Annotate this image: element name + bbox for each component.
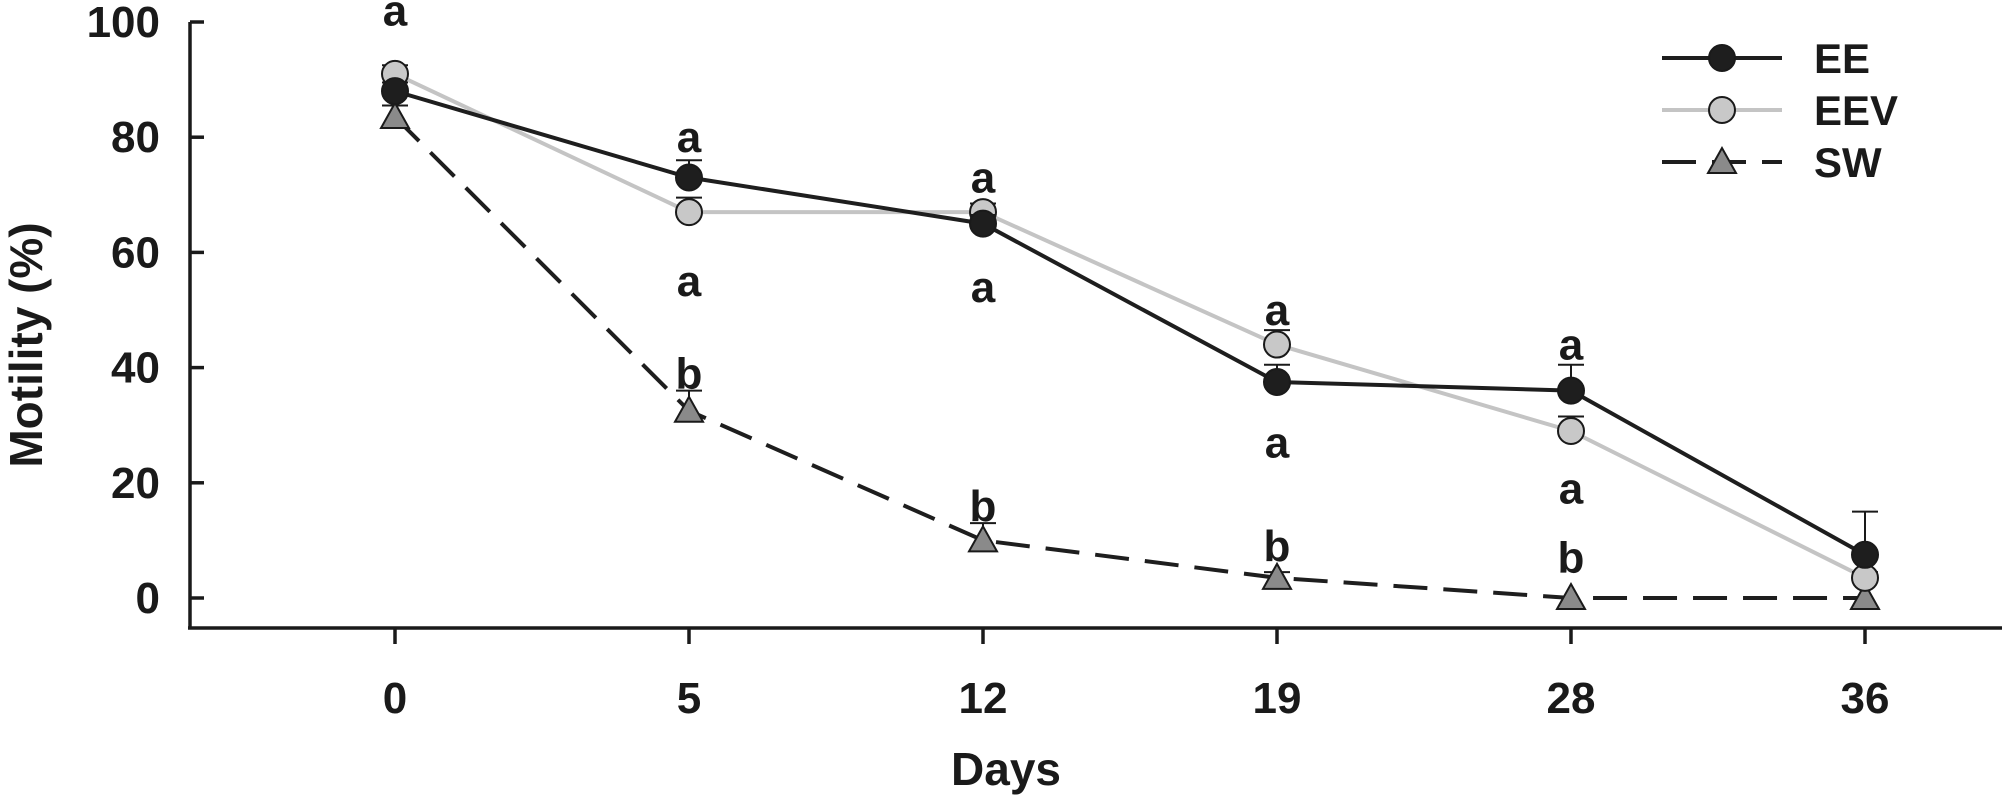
series-line-sw <box>393 115 1865 600</box>
data-point <box>675 163 703 192</box>
x-tick-label: 36 <box>1841 674 1890 723</box>
series-sw <box>379 100 1881 610</box>
x-tick-label: 12 <box>959 674 1008 723</box>
series-eev <box>381 59 1879 592</box>
legend-label: EE <box>1814 35 1870 82</box>
data-point <box>1557 376 1585 405</box>
data-point <box>673 394 705 423</box>
significance-letter: a <box>1265 418 1290 467</box>
data-point <box>381 77 409 106</box>
legend-label: SW <box>1814 139 1882 186</box>
y-tick-label: 60 <box>111 228 160 277</box>
significance-letter: b <box>676 349 703 398</box>
x-tick-label: 28 <box>1547 674 1596 723</box>
legend-item-eev: EEV <box>1662 87 1898 134</box>
y-tick-label: 0 <box>136 574 160 623</box>
x-ticks: 0 5 12 19 28 36 <box>383 628 1890 723</box>
significance-letter: a <box>677 113 702 162</box>
x-tick-label: 0 <box>383 674 407 723</box>
data-point <box>1261 561 1293 590</box>
y-tick-label: 100 <box>87 0 160 47</box>
data-point <box>1849 581 1881 610</box>
y-ticks: 0 20 40 60 80 100 <box>87 0 204 623</box>
data-point <box>967 524 999 553</box>
significance-letter: a <box>1559 465 1584 514</box>
legend-marker <box>1708 96 1736 124</box>
legend: EE EEV SW <box>1662 35 1898 186</box>
significance-letter: a <box>1559 321 1584 370</box>
significance-letter: b <box>970 482 997 531</box>
legend-marker <box>1706 145 1738 174</box>
data-point <box>1263 330 1291 359</box>
significance-letter: a <box>971 154 996 203</box>
data-point <box>1851 540 1879 569</box>
y-tick-label: 20 <box>111 459 160 508</box>
legend-label: EEV <box>1814 87 1898 134</box>
significance-letter: a <box>383 0 408 35</box>
data-point <box>969 209 997 238</box>
legend-marker <box>1708 44 1736 72</box>
data-point <box>1263 368 1291 396</box>
significance-letter: a <box>971 263 996 312</box>
significance-letter: b <box>1558 534 1585 583</box>
x-tick-label: 5 <box>677 674 701 723</box>
series-line-ee <box>394 89 1866 557</box>
x-axis-title: Days <box>951 743 1061 795</box>
series-ee <box>381 77 1879 569</box>
significance-letter: a <box>677 257 702 306</box>
data-point <box>675 198 703 227</box>
data-point <box>379 100 411 130</box>
x-tick-label: 19 <box>1253 674 1302 723</box>
significance-letter: b <box>1264 522 1291 571</box>
y-axis-title: Motility (%) <box>0 222 52 467</box>
axes <box>188 22 2002 630</box>
significance-letter: a <box>1265 286 1290 335</box>
series-line-eev <box>394 72 1866 580</box>
y-tick-label: 40 <box>111 344 160 393</box>
series-layer <box>379 59 1881 610</box>
legend-item-ee: EE <box>1662 35 1870 82</box>
legend-item-sw: SW <box>1662 139 1882 186</box>
data-point <box>1557 416 1585 445</box>
data-point <box>1555 581 1587 610</box>
y-tick-label: 80 <box>111 113 160 162</box>
